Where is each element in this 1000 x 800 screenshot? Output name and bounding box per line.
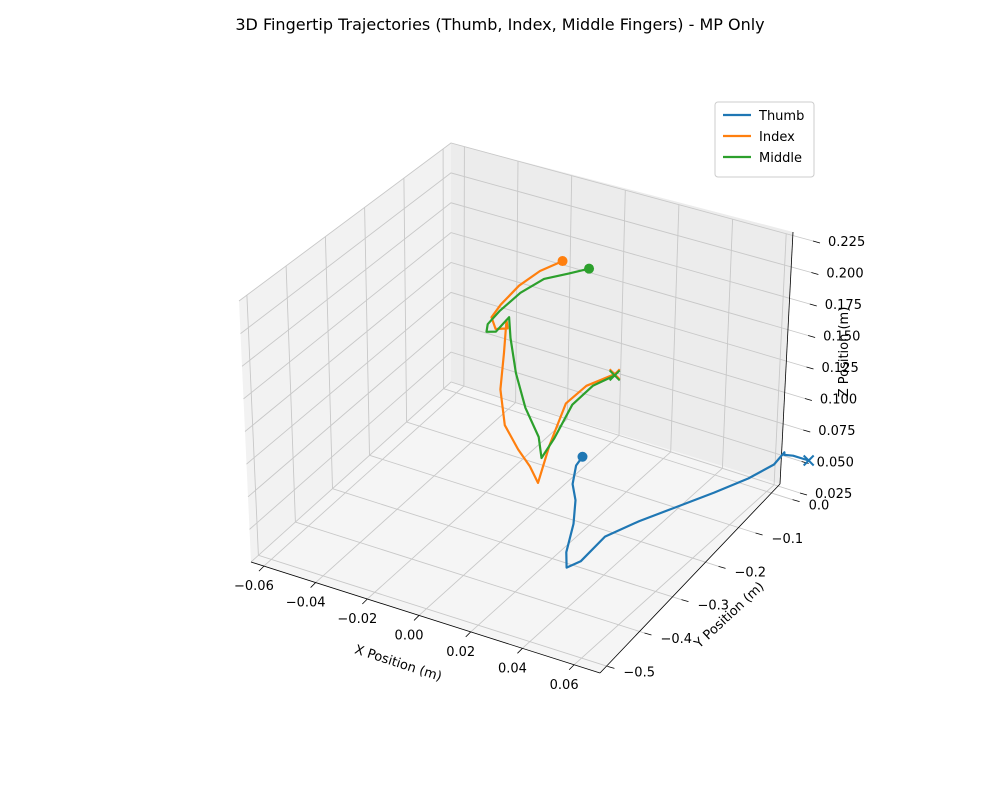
z-tick-mark bbox=[806, 366, 814, 370]
z-tick-mark bbox=[811, 272, 819, 275]
z-grid-line bbox=[250, 381, 801, 563]
x-tick-label: −0.02 bbox=[337, 612, 377, 627]
x-tick-label: 0.04 bbox=[498, 661, 527, 676]
middle-trajectory-line bbox=[485, 267, 616, 460]
x-tick-mark bbox=[413, 615, 420, 621]
x-tick-mark bbox=[310, 582, 316, 588]
z-tick-mark bbox=[808, 335, 816, 338]
legend-entry-index: Index bbox=[759, 130, 795, 145]
y-tick-mark bbox=[755, 532, 763, 536]
pane-left bbox=[239, 143, 451, 562]
legend: Thumb Index Middle bbox=[714, 101, 815, 178]
x-axis-label: X Position (m) bbox=[353, 643, 444, 685]
axes: −0.06 −0.04 −0.02 0.00 0.02 0.04 0.06 −0.5 −0.4 −… bbox=[234, 231, 865, 693]
thumb-end-marker bbox=[802, 454, 815, 467]
z-tick-label: 0.050 bbox=[817, 456, 854, 471]
z-grid-line bbox=[246, 291, 806, 465]
y-tick-mark bbox=[792, 499, 800, 503]
y-tick-label: −0.4 bbox=[660, 632, 692, 647]
x-axis-line bbox=[250, 561, 601, 674]
z-grid-line bbox=[249, 351, 802, 530]
legend-entry-middle: Middle bbox=[759, 151, 802, 166]
z-tick-label: 0.025 bbox=[815, 487, 852, 502]
z-axis-line bbox=[779, 231, 794, 485]
y-tick-mark bbox=[681, 599, 689, 603]
z-tick-label: 0.100 bbox=[820, 393, 857, 408]
z-tick-label: 0.075 bbox=[818, 424, 855, 439]
y-axis-line bbox=[599, 483, 781, 674]
thumb-trajectory-line bbox=[565, 451, 810, 569]
z-tick-mark bbox=[799, 492, 808, 496]
z-grid-line bbox=[247, 321, 804, 498]
x-tick-label: 0.00 bbox=[395, 628, 424, 643]
y-tick-label: −0.1 bbox=[772, 532, 804, 547]
y-tick-label: −0.3 bbox=[697, 599, 729, 614]
x-tick-mark bbox=[258, 565, 265, 572]
y-tick-mark bbox=[718, 565, 726, 569]
y-axis-label: Y Position (m) bbox=[691, 579, 768, 652]
index-start-marker bbox=[557, 256, 568, 267]
grid-lines bbox=[238, 142, 814, 667]
z-grid-line bbox=[243, 232, 809, 400]
x-tick-label: 0.06 bbox=[550, 678, 579, 693]
pane-floor bbox=[251, 382, 780, 673]
z-tick-label: 0.150 bbox=[823, 330, 860, 345]
y-tick-label: −0.5 bbox=[623, 665, 655, 680]
middle-end-marker bbox=[608, 369, 621, 382]
thumb-start-marker bbox=[577, 451, 588, 462]
axis-panes bbox=[239, 143, 793, 673]
z-tick-mark bbox=[804, 398, 812, 401]
z-tick-label: 0.225 bbox=[828, 235, 865, 250]
x-tick-mark bbox=[362, 598, 368, 605]
z-tick-mark bbox=[803, 429, 811, 433]
z-tick-label: 0.125 bbox=[822, 361, 859, 376]
z-tick-mark bbox=[801, 461, 809, 464]
z-grid-line bbox=[238, 142, 814, 302]
z-tick-mark bbox=[809, 303, 817, 307]
chart-title: 3D Fingertip Trajectories (Thumb, Index,… bbox=[235, 15, 764, 34]
z-axis-label: Z Position (m) bbox=[837, 307, 852, 398]
y-tick-label: 0.0 bbox=[809, 499, 830, 514]
x-tick-mark bbox=[568, 664, 575, 671]
y-tick-mark bbox=[644, 632, 652, 636]
y-tick-label: −0.2 bbox=[735, 565, 767, 580]
x-tick-label: 0.02 bbox=[446, 645, 475, 660]
z-tick-label: 0.175 bbox=[825, 298, 862, 313]
series-group bbox=[485, 256, 815, 569]
index-trajectory-line bbox=[490, 260, 616, 484]
legend-box bbox=[714, 101, 815, 178]
z-tick-mark bbox=[812, 240, 821, 244]
z-tick-label: 0.200 bbox=[826, 267, 863, 282]
x-tick-mark bbox=[465, 631, 472, 638]
z-grid-line bbox=[240, 172, 812, 334]
z-grid-line bbox=[244, 262, 807, 432]
x-tick-label: −0.06 bbox=[234, 579, 274, 594]
x-tick-label: −0.04 bbox=[286, 596, 326, 611]
y-tick-mark bbox=[607, 665, 615, 669]
x-tick-mark bbox=[517, 648, 523, 654]
z-grid-line bbox=[241, 202, 810, 367]
middle-start-marker bbox=[584, 263, 595, 274]
legend-entry-thumb: Thumb bbox=[758, 109, 804, 124]
